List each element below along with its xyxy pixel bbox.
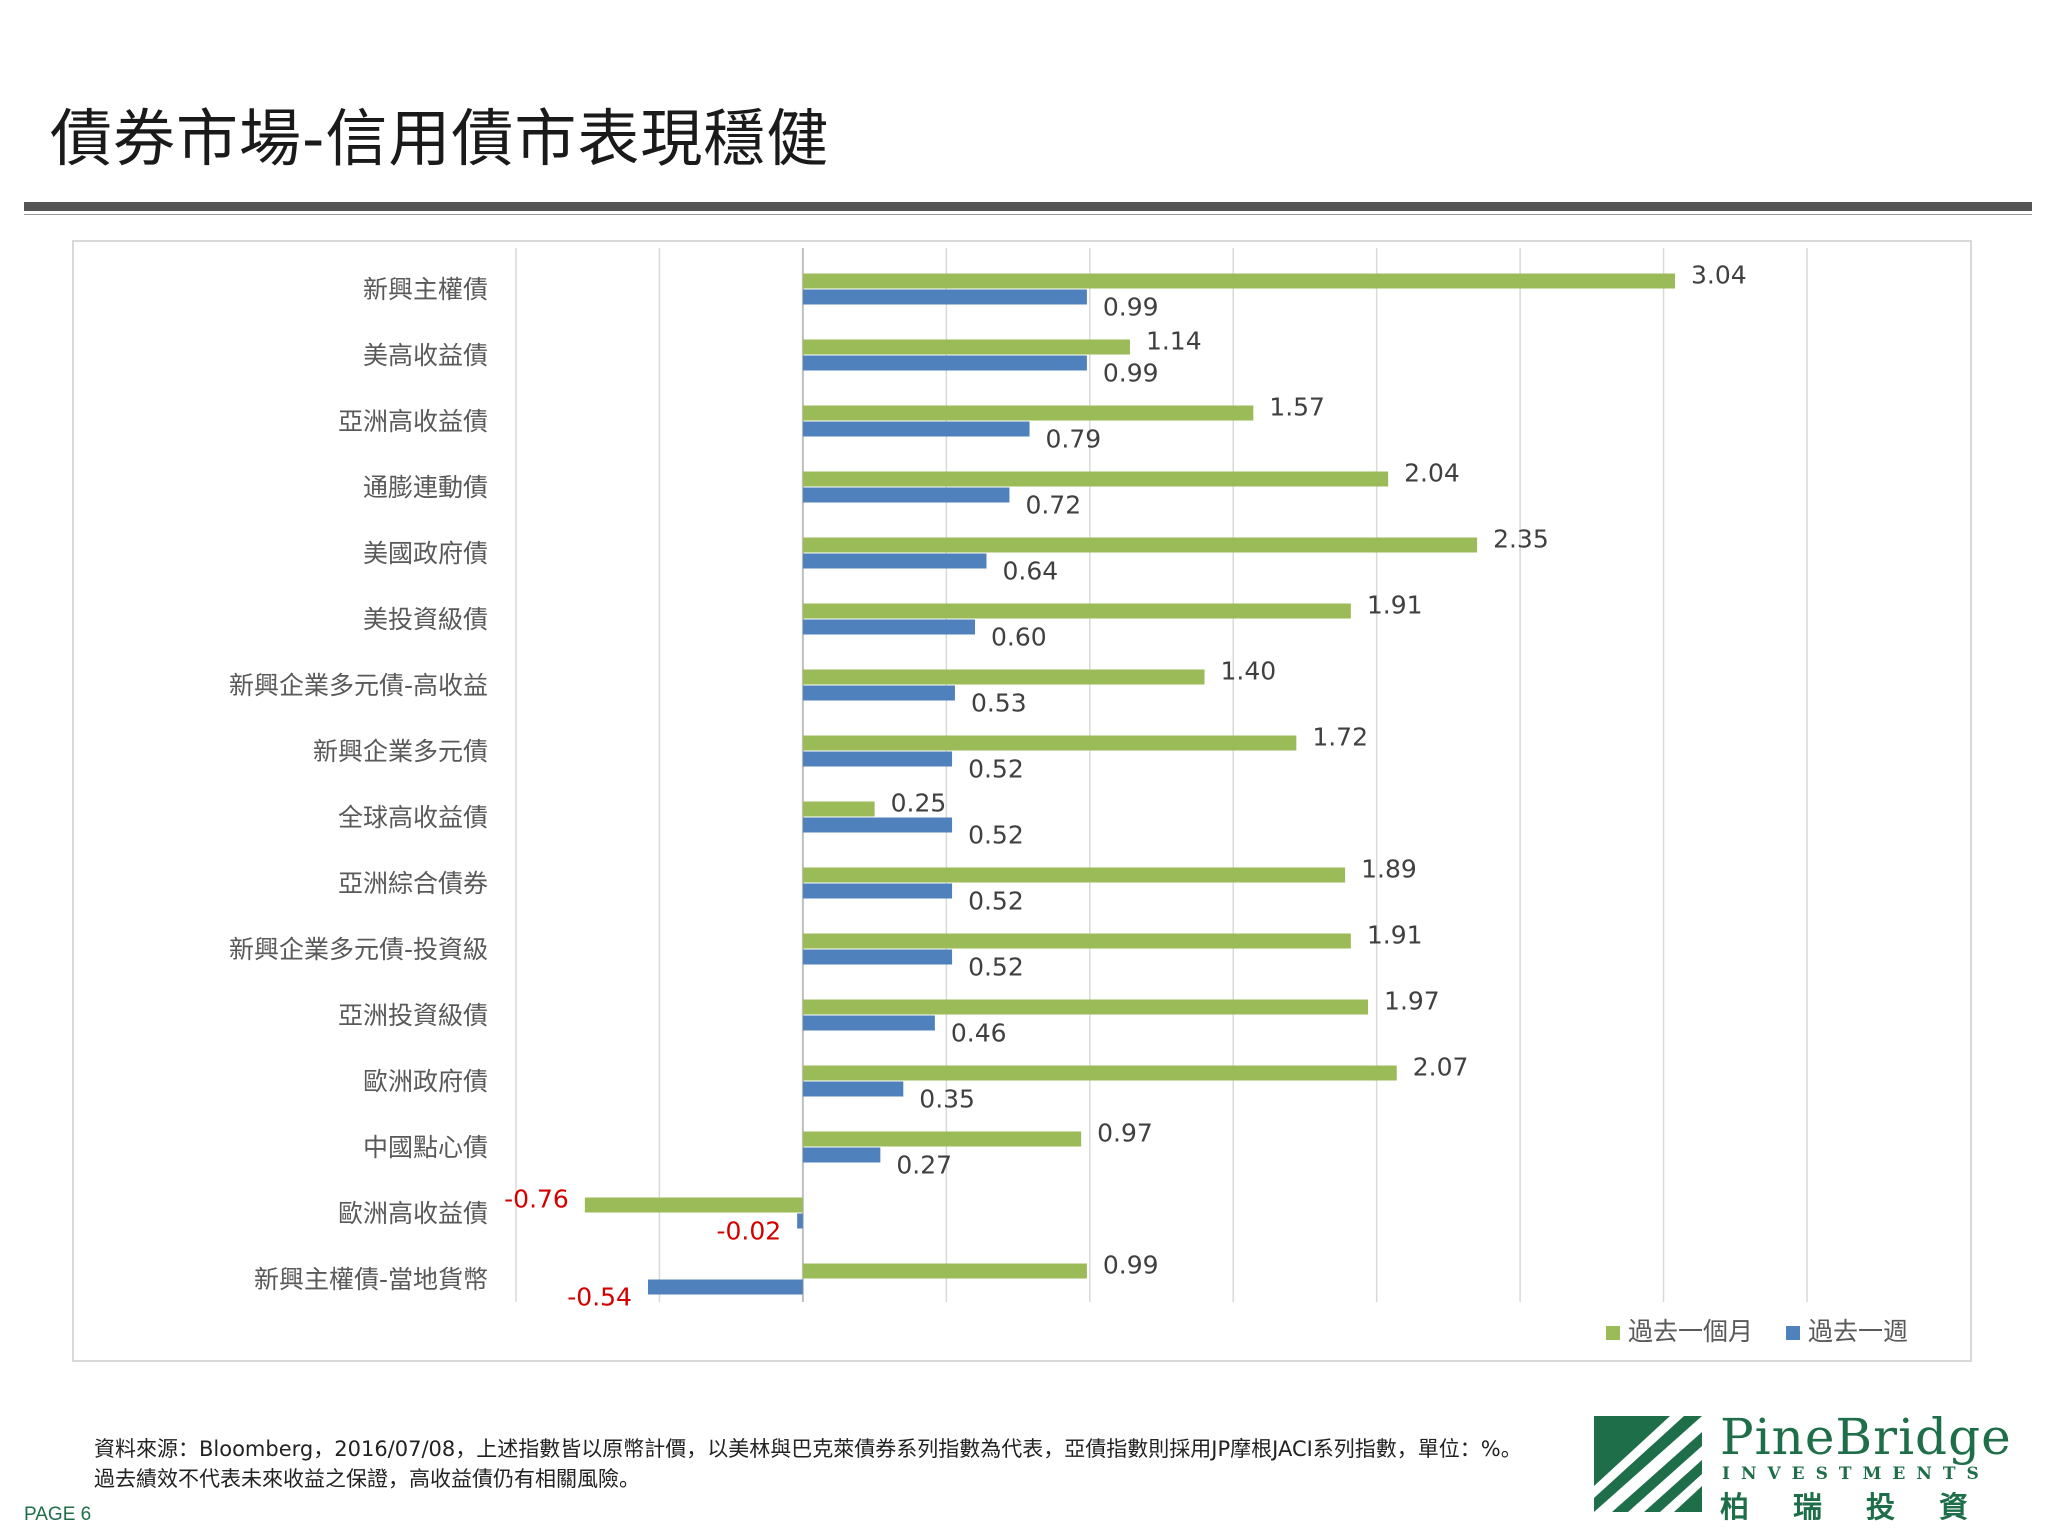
category-label: 新興主權債 [363, 275, 488, 304]
data-label-month: -0.76 [504, 1185, 569, 1214]
data-label-week: 0.64 [1002, 557, 1058, 586]
category-label: 亞洲綜合債券 [338, 869, 488, 898]
legend-swatch-week [1786, 1326, 1800, 1340]
bar-month [802, 603, 1351, 619]
header-rule-thick [24, 202, 2032, 211]
data-label-month: 1.57 [1269, 393, 1325, 422]
data-label-week: 0.52 [968, 821, 1024, 850]
logo-subtitle: INVESTMENTS [1722, 1464, 1990, 1484]
bar-week [802, 949, 953, 965]
data-label-month: 2.04 [1404, 459, 1460, 488]
bar-month [802, 1065, 1397, 1081]
data-label-week: 0.72 [1025, 491, 1081, 520]
category-label: 美高收益債 [363, 341, 488, 370]
data-label-month: 3.04 [1691, 261, 1747, 290]
bar-month [802, 1263, 1087, 1279]
bar-week [802, 289, 1087, 305]
category-label: 新興企業多元債 [313, 737, 488, 766]
bar-month [802, 801, 875, 817]
data-label-month: 0.97 [1097, 1119, 1153, 1148]
bar-month [802, 669, 1205, 685]
category-label: 新興主權債-當地貨幣 [254, 1265, 488, 1294]
data-label-week: 0.27 [896, 1151, 952, 1180]
bar-week [797, 1213, 803, 1229]
bar-week [802, 751, 953, 767]
source-footnote: 資料來源：Bloomberg，2016/07/08，上述指數皆以原幣計價，以美林… [94, 1437, 1522, 1491]
data-label-month: 1.91 [1367, 921, 1423, 950]
data-label-week: -0.54 [567, 1283, 632, 1312]
category-label: 通膨連動債 [363, 473, 488, 502]
bar-week [802, 553, 987, 569]
data-label-week: 0.99 [1103, 293, 1159, 322]
data-label-week: 0.46 [951, 1019, 1007, 1048]
category-label: 美投資級債 [363, 605, 488, 634]
data-label-month: 0.99 [1103, 1251, 1159, 1280]
data-label-week: 0.52 [968, 953, 1024, 982]
bar-week [802, 421, 1030, 437]
bar-week [802, 1147, 881, 1163]
header-rule-thin [24, 214, 2032, 215]
data-label-month: 2.35 [1493, 525, 1549, 554]
pinebridge-logo: PineBridge INVESTMENTS 柏瑞投資 [1594, 1408, 2024, 1524]
data-label-month: 2.07 [1413, 1053, 1469, 1082]
data-label-month: 0.25 [891, 789, 947, 818]
data-label-month: 1.72 [1312, 723, 1368, 752]
legend-label-week: 過去一週 [1808, 1317, 1908, 1346]
data-label-week: 0.52 [968, 887, 1024, 916]
data-label-month: 1.91 [1367, 591, 1423, 620]
data-label-week: 0.60 [991, 623, 1047, 652]
bar-week [802, 883, 953, 899]
category-label: 歐洲高收益債 [338, 1199, 488, 1228]
data-label-month: 1.97 [1384, 987, 1440, 1016]
category-label: 亞洲高收益債 [338, 407, 488, 436]
bar-week [802, 1015, 935, 1031]
page-number: PAGE 6 [24, 1504, 92, 1525]
data-label-week: 0.79 [1046, 425, 1102, 454]
data-label-week: 0.99 [1103, 359, 1159, 388]
bar-month [802, 1131, 1082, 1147]
data-label-week: 0.35 [919, 1085, 975, 1114]
bar-week [802, 817, 953, 833]
bar-month [802, 933, 1351, 949]
bar-week [802, 487, 1010, 503]
bar-month [802, 471, 1389, 487]
bar-week [802, 619, 976, 635]
bar-month [802, 273, 1676, 289]
bar-week [802, 1081, 904, 1097]
data-label-month: 1.40 [1221, 657, 1277, 686]
bar-week [802, 685, 955, 701]
logo-name: PineBridge [1720, 1408, 2012, 1466]
data-label-week: 0.53 [971, 689, 1027, 718]
category-label: 歐洲政府債 [363, 1067, 488, 1096]
bar-month [802, 537, 1478, 553]
bar-month [802, 405, 1254, 421]
data-label-week: -0.02 [716, 1217, 781, 1246]
logo-mark-icon [1594, 1416, 1702, 1512]
category-label: 新興企業多元債-投資級 [229, 935, 488, 964]
category-label: 新興企業多元債-高收益 [229, 671, 488, 700]
logo-chinese-name: 柏瑞投資 [1720, 1490, 2013, 1524]
legend-swatch-month [1606, 1326, 1620, 1340]
category-label: 全球高收益債 [338, 803, 488, 832]
legend-label-month: 過去一個月 [1628, 1317, 1753, 1346]
bar-month [802, 339, 1130, 355]
bar-week [802, 355, 1087, 371]
category-label: 美國政府債 [363, 539, 488, 568]
bar-week [647, 1279, 803, 1295]
bar-chart: 新興主權債 3.04 0.99 美高收益債 1.14 0.99 亞洲高收益債 1.57 0.79… [229, 248, 1908, 1346]
bar-month [802, 999, 1369, 1015]
data-label-month: 1.89 [1361, 855, 1417, 884]
chart-frame: 新興主權債 3.04 0.99 美高收益債 1.14 0.99 亞洲高收益債 1.57 0.79… [72, 240, 1972, 1362]
bar-month [802, 867, 1346, 883]
bar-month [802, 735, 1297, 751]
data-label-week: 0.52 [968, 755, 1024, 784]
category-label: 亞洲投資級債 [338, 1001, 488, 1030]
bar-month [584, 1197, 803, 1213]
page-title: 債券市場-信用債市表現穩健 [50, 102, 830, 175]
data-label-month: 1.14 [1146, 327, 1202, 356]
category-label: 中國點心債 [363, 1133, 488, 1162]
